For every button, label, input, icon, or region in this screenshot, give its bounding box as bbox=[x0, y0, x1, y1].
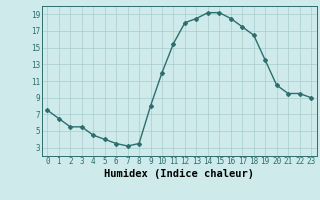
X-axis label: Humidex (Indice chaleur): Humidex (Indice chaleur) bbox=[104, 169, 254, 179]
